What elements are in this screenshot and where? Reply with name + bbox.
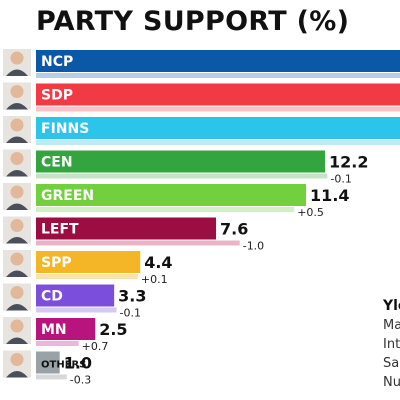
portrait-shoulders-icon: [6, 203, 28, 210]
portrait-face-icon: [10, 185, 24, 199]
source-box: Yle Ma Int Sa Nu: [383, 297, 400, 392]
bar-category-label: NCP: [41, 54, 73, 70]
previous-value-bar: [36, 73, 400, 78]
bar-value-label: 2.5: [99, 320, 127, 339]
bar-change-label: +0.1: [141, 273, 168, 286]
bar-value-label: 12.2: [329, 153, 368, 172]
bar-cen: [36, 150, 325, 173]
bar-category-label: OTHERS: [41, 360, 86, 371]
leader-portrait: [3, 116, 31, 143]
bar-sdp: [36, 83, 400, 106]
bar-category-label: LEFT: [41, 222, 79, 238]
bar-left: [36, 217, 217, 240]
leader-portrait: [3, 149, 31, 177]
bar-change-label: -0.1: [120, 307, 141, 320]
bar-others: [36, 351, 60, 374]
leader-portrait: [3, 82, 31, 110]
previous-value-bar: [36, 307, 117, 313]
previous-value-bar: [36, 106, 400, 112]
portrait-face-icon: [10, 286, 24, 299]
bar-change-label: -0.3: [70, 374, 91, 387]
portrait-shoulders-icon: [6, 237, 28, 244]
previous-value-bar: [36, 207, 295, 212]
source-title: Yle: [383, 298, 400, 314]
portrait-shoulders-icon: [6, 69, 28, 76]
bar-value-label: 7.6: [220, 220, 248, 239]
leader-portrait: [3, 49, 31, 76]
previous-value-bar: [36, 173, 328, 179]
portrait-shoulders-icon: [6, 170, 28, 177]
bar-ncp: [36, 50, 400, 72]
bar-green: [36, 184, 307, 206]
bar-change-label: +0.7: [82, 340, 109, 353]
bar-category-label: MN: [41, 322, 67, 338]
portrait-shoulders-icon: [6, 103, 28, 110]
portrait-face-icon: [10, 319, 24, 333]
portrait-shoulders-icon: [6, 136, 28, 143]
bar-change-label: -1.0: [243, 240, 264, 253]
bar-category-label: GREEN: [41, 188, 94, 204]
portrait-shoulders-icon: [6, 270, 28, 277]
portrait-face-icon: [10, 152, 24, 165]
bar-finns: [36, 117, 400, 139]
previous-value-bar: [36, 140, 400, 145]
bar-change-label: +0.5: [297, 206, 324, 219]
bar-value-label: 11.4: [310, 186, 349, 205]
source-line: Sa: [383, 356, 400, 371]
bar-value-label: 3.3: [118, 287, 146, 306]
leader-portrait: [3, 317, 31, 344]
bar-category-label: CD: [41, 289, 63, 305]
portrait-shoulders-icon: [6, 337, 28, 344]
leader-portrait: [3, 283, 31, 311]
leader-portrait: [3, 350, 31, 378]
bar-category-label: FINNS: [41, 121, 89, 137]
portrait-face-icon: [10, 219, 24, 232]
leader-portrait: [3, 183, 31, 210]
chart-title: PARTY SUPPORT (%): [36, 6, 350, 37]
portrait-face-icon: [10, 118, 24, 132]
portrait-face-icon: [10, 85, 24, 98]
source-line: Nu: [383, 375, 400, 390]
portrait-shoulders-icon: [6, 371, 28, 378]
bar-category-label: SPP: [41, 255, 72, 271]
previous-value-bar: [36, 341, 79, 346]
portrait-shoulders-icon: [6, 304, 28, 311]
bar-cd: [36, 284, 115, 307]
leader-portrait: [3, 250, 31, 277]
bar-mn: [36, 318, 96, 340]
previous-value-bar: [36, 240, 240, 246]
portrait-face-icon: [10, 51, 24, 65]
bar-category-label: SDP: [41, 88, 73, 104]
bar-value-label: 1.0: [64, 354, 92, 373]
portrait-face-icon: [10, 353, 24, 366]
bar-spp: [36, 251, 141, 273]
previous-value-bar: [36, 274, 138, 279]
bar-change-label: -0.1: [330, 173, 351, 186]
portrait-face-icon: [10, 252, 24, 266]
previous-value-bar: [36, 374, 67, 380]
source-line: Int: [383, 337, 400, 352]
source-line: Ma: [383, 318, 400, 333]
bar-value-label: 4.4: [144, 253, 172, 272]
bar-category-label: CEN: [41, 155, 73, 171]
leader-portrait: [3, 216, 31, 244]
